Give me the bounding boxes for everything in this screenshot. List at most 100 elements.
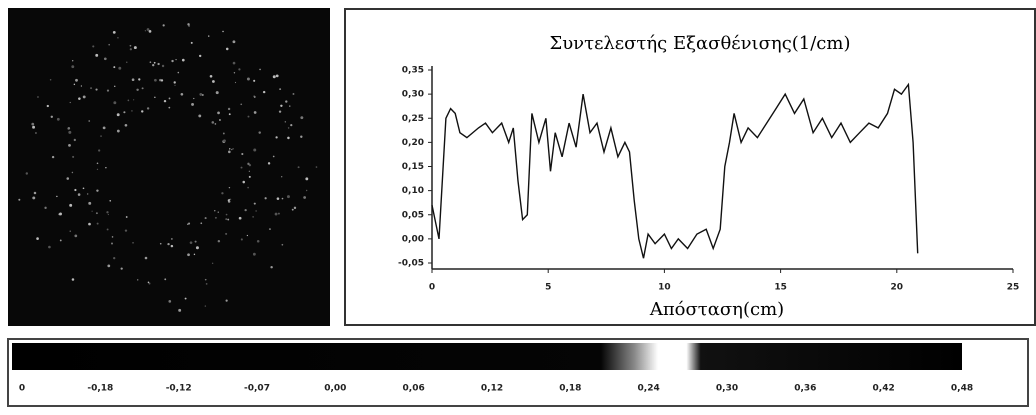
- speckle: [157, 63, 159, 65]
- speckle: [208, 35, 209, 36]
- speckle: [205, 305, 206, 306]
- speckle: [137, 279, 138, 280]
- speckle: [88, 223, 91, 226]
- speckle: [108, 214, 109, 215]
- speckle: [131, 110, 133, 112]
- speckle: [164, 100, 166, 102]
- colorbar-label: 0,36: [794, 384, 816, 394]
- speckle: [195, 241, 197, 243]
- speckle: [292, 209, 294, 211]
- speckle: [114, 86, 115, 87]
- speckle: [229, 148, 230, 149]
- speckle: [214, 210, 215, 211]
- speckle: [233, 62, 236, 65]
- speckle: [254, 203, 256, 205]
- speckle: [215, 217, 217, 219]
- speckle: [164, 278, 166, 280]
- speckle: [171, 60, 173, 62]
- colorbar-label: 0,48: [951, 384, 973, 394]
- speckle: [241, 167, 243, 169]
- speckle: [141, 110, 143, 112]
- speckle: [71, 65, 74, 68]
- speckle: [130, 48, 132, 50]
- speckle: [152, 64, 154, 66]
- speckle: [206, 283, 208, 285]
- speckle: [113, 257, 115, 259]
- speckle: [228, 199, 230, 201]
- colorbar-label: 0,24: [638, 384, 660, 394]
- speckle: [193, 98, 194, 99]
- speckle: [133, 99, 134, 100]
- speckle: [107, 264, 110, 267]
- speckle: [253, 96, 254, 97]
- speckle: [126, 62, 127, 63]
- speckle: [244, 209, 246, 211]
- speckle: [293, 93, 295, 95]
- speckle: [277, 197, 280, 200]
- speckle: [145, 257, 148, 260]
- speckle: [248, 116, 250, 118]
- speckle: [190, 241, 193, 244]
- colorbar: [12, 343, 962, 370]
- speckle: [289, 105, 290, 106]
- y-tick-label: 0,30: [402, 90, 424, 100]
- speckle: [252, 216, 253, 217]
- speckle: [48, 246, 51, 249]
- speckle: [270, 266, 272, 268]
- speckle: [268, 162, 270, 164]
- speckle: [74, 84, 75, 85]
- speckle: [223, 139, 226, 142]
- speckle: [96, 212, 98, 214]
- colorbar-label: 0,18: [559, 384, 581, 394]
- speckle: [32, 126, 35, 129]
- speckle: [97, 223, 99, 225]
- speckle: [57, 118, 60, 121]
- speckle: [125, 229, 127, 231]
- speckle: [187, 23, 189, 25]
- x-tick-label: 5: [545, 283, 551, 293]
- tomogram-image: [8, 8, 330, 326]
- speckle: [316, 166, 318, 168]
- speckle: [171, 245, 173, 247]
- speckle: [142, 87, 144, 89]
- speckle: [108, 44, 110, 46]
- speckle: [51, 116, 53, 118]
- speckle: [92, 45, 94, 47]
- speckle: [218, 212, 219, 213]
- speckle: [218, 240, 220, 242]
- speckle: [107, 89, 109, 91]
- speckle: [130, 45, 132, 47]
- speckle: [287, 137, 290, 140]
- speckle: [226, 214, 228, 216]
- speckle: [253, 80, 255, 82]
- speckle: [44, 207, 46, 209]
- speckle: [138, 78, 140, 80]
- speckle: [60, 239, 62, 241]
- speckle: [223, 133, 225, 135]
- speckle: [249, 176, 251, 178]
- speckle: [81, 85, 82, 86]
- speckle: [132, 78, 135, 81]
- speckle: [147, 28, 150, 31]
- speckle: [167, 243, 169, 245]
- speckle: [247, 163, 249, 165]
- speckle: [196, 246, 199, 249]
- speckle: [249, 171, 250, 172]
- speckle: [121, 268, 123, 270]
- speckle: [273, 156, 275, 158]
- colorbar-label: 0,06: [403, 384, 425, 394]
- speckle: [32, 196, 35, 199]
- speckle: [37, 96, 39, 98]
- speckle: [259, 69, 261, 71]
- speckle: [88, 120, 90, 122]
- speckle: [136, 89, 138, 91]
- speckle: [232, 148, 234, 150]
- speckle: [105, 167, 106, 168]
- speckle: [199, 93, 202, 96]
- speckle: [177, 72, 179, 74]
- speckle: [162, 65, 164, 67]
- speckle: [171, 238, 173, 240]
- speckle: [126, 216, 128, 218]
- speckle: [222, 31, 223, 32]
- y-tick-label: 0,00: [402, 234, 424, 244]
